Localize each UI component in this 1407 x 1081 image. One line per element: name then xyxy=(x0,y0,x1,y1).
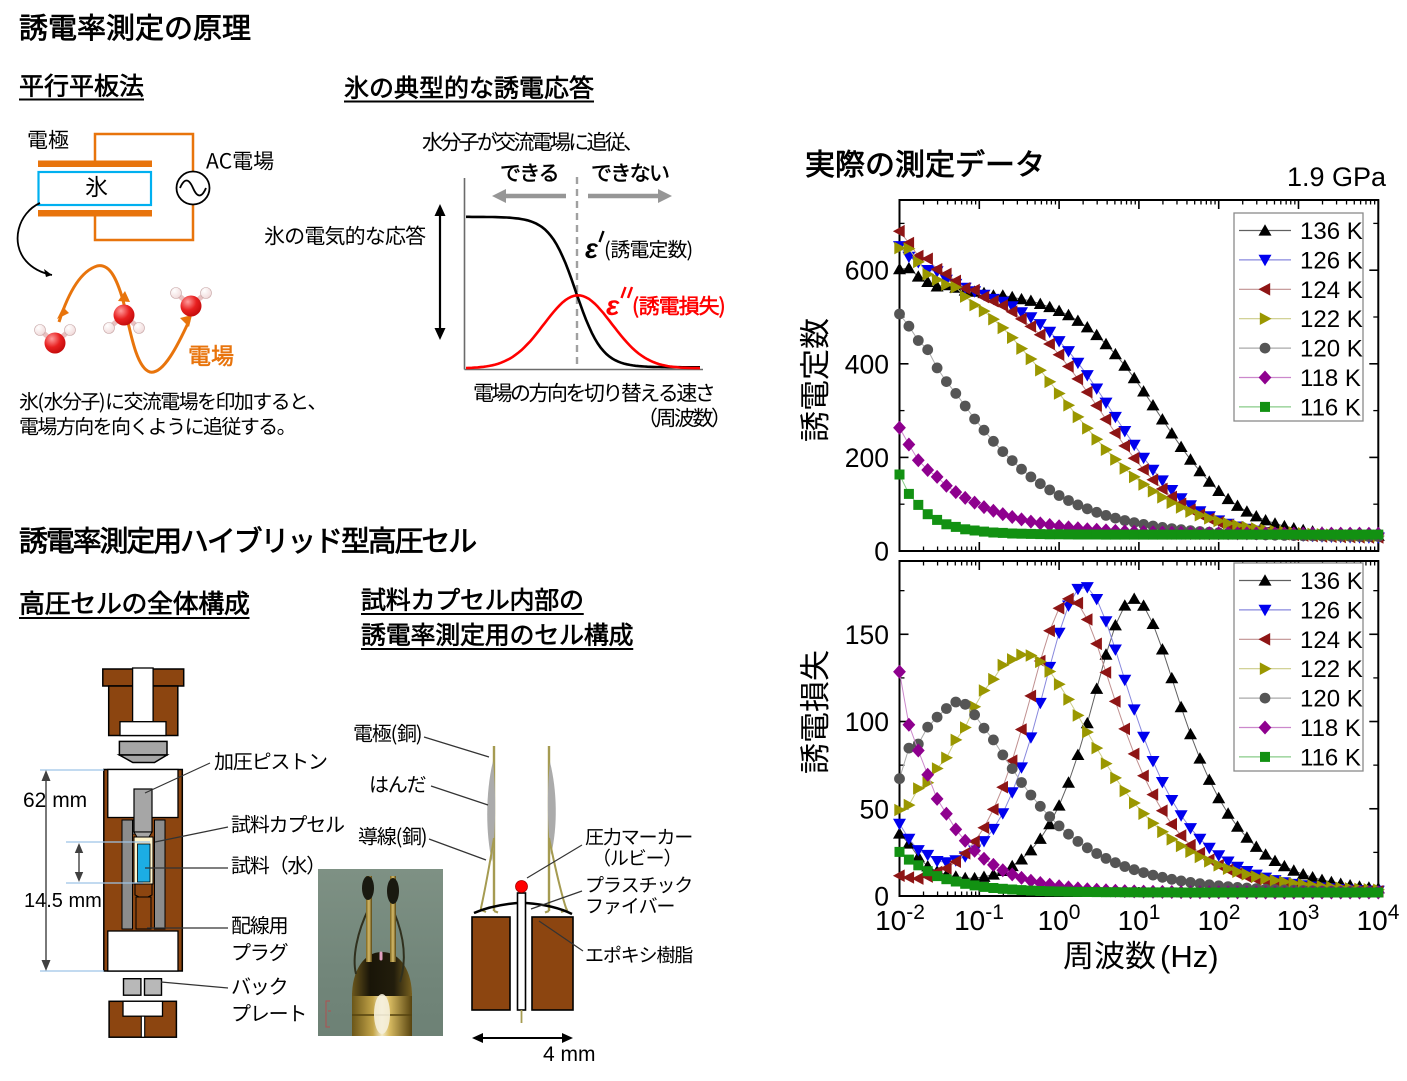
svg-text:122 K: 122 K xyxy=(1300,656,1363,683)
svg-text:126 K: 126 K xyxy=(1300,247,1363,274)
svg-text:ε: ε xyxy=(585,234,599,264)
svg-text:400: 400 xyxy=(845,349,889,379)
svg-text:120 K: 120 K xyxy=(1300,336,1363,363)
svg-text:124 K: 124 K xyxy=(1300,627,1363,654)
svg-text:14.5 mm: 14.5 mm xyxy=(24,890,102,912)
svg-text:4 mm: 4 mm xyxy=(543,1043,596,1066)
svg-text:600: 600 xyxy=(845,256,889,286)
svg-text:10-1: 10-1 xyxy=(954,901,1004,936)
svg-text:62 mm: 62 mm xyxy=(23,789,87,812)
svg-text:1.9 GPa: 1.9 GPa xyxy=(1287,162,1387,192)
svg-text:120 K: 120 K xyxy=(1300,686,1363,713)
svg-text:(Hz): (Hz) xyxy=(1160,939,1219,974)
svg-text:118 K: 118 K xyxy=(1300,365,1361,392)
svg-text:116 K: 116 K xyxy=(1300,394,1361,421)
svg-text:136 K: 136 K xyxy=(1300,568,1363,595)
svg-text:0: 0 xyxy=(874,882,889,912)
svg-text:122 K: 122 K xyxy=(1300,306,1363,333)
svg-text:200: 200 xyxy=(845,443,889,473)
svg-text:116 K: 116 K xyxy=(1300,744,1361,771)
svg-text:126 K: 126 K xyxy=(1300,597,1363,624)
svg-text:ε: ε xyxy=(606,290,620,321)
svg-text:50: 50 xyxy=(860,794,889,824)
svg-text:136 K: 136 K xyxy=(1300,218,1363,245)
svg-text:100: 100 xyxy=(845,707,889,737)
svg-text:0: 0 xyxy=(874,537,889,567)
svg-text:118 K: 118 K xyxy=(1300,715,1361,742)
svg-text:150: 150 xyxy=(845,620,889,650)
svg-text:124 K: 124 K xyxy=(1300,277,1363,304)
